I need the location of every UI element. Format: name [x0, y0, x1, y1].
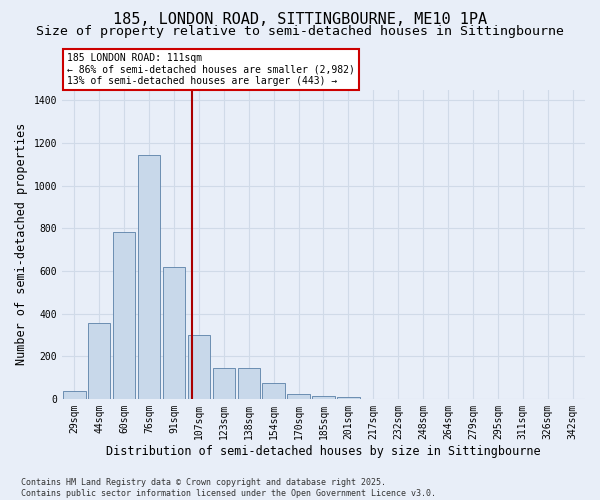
- Bar: [188, 335, 210, 399]
- Bar: [287, 394, 310, 399]
- Bar: [212, 368, 235, 399]
- Bar: [312, 396, 335, 399]
- Bar: [163, 266, 185, 399]
- Text: 185, LONDON ROAD, SITTINGBOURNE, ME10 1PA: 185, LONDON ROAD, SITTINGBOURNE, ME10 1P…: [113, 12, 487, 28]
- Bar: [262, 383, 285, 399]
- Bar: [88, 323, 110, 399]
- Bar: [113, 232, 136, 399]
- Bar: [238, 368, 260, 399]
- Bar: [337, 396, 359, 399]
- Bar: [63, 392, 86, 399]
- Bar: [138, 154, 160, 399]
- X-axis label: Distribution of semi-detached houses by size in Sittingbourne: Distribution of semi-detached houses by …: [106, 444, 541, 458]
- Text: 185 LONDON ROAD: 111sqm
← 86% of semi-detached houses are smaller (2,982)
13% of: 185 LONDON ROAD: 111sqm ← 86% of semi-de…: [67, 54, 355, 86]
- Y-axis label: Number of semi-detached properties: Number of semi-detached properties: [15, 123, 28, 366]
- Text: Contains HM Land Registry data © Crown copyright and database right 2025.
Contai: Contains HM Land Registry data © Crown c…: [21, 478, 436, 498]
- Text: Size of property relative to semi-detached houses in Sittingbourne: Size of property relative to semi-detach…: [36, 25, 564, 38]
